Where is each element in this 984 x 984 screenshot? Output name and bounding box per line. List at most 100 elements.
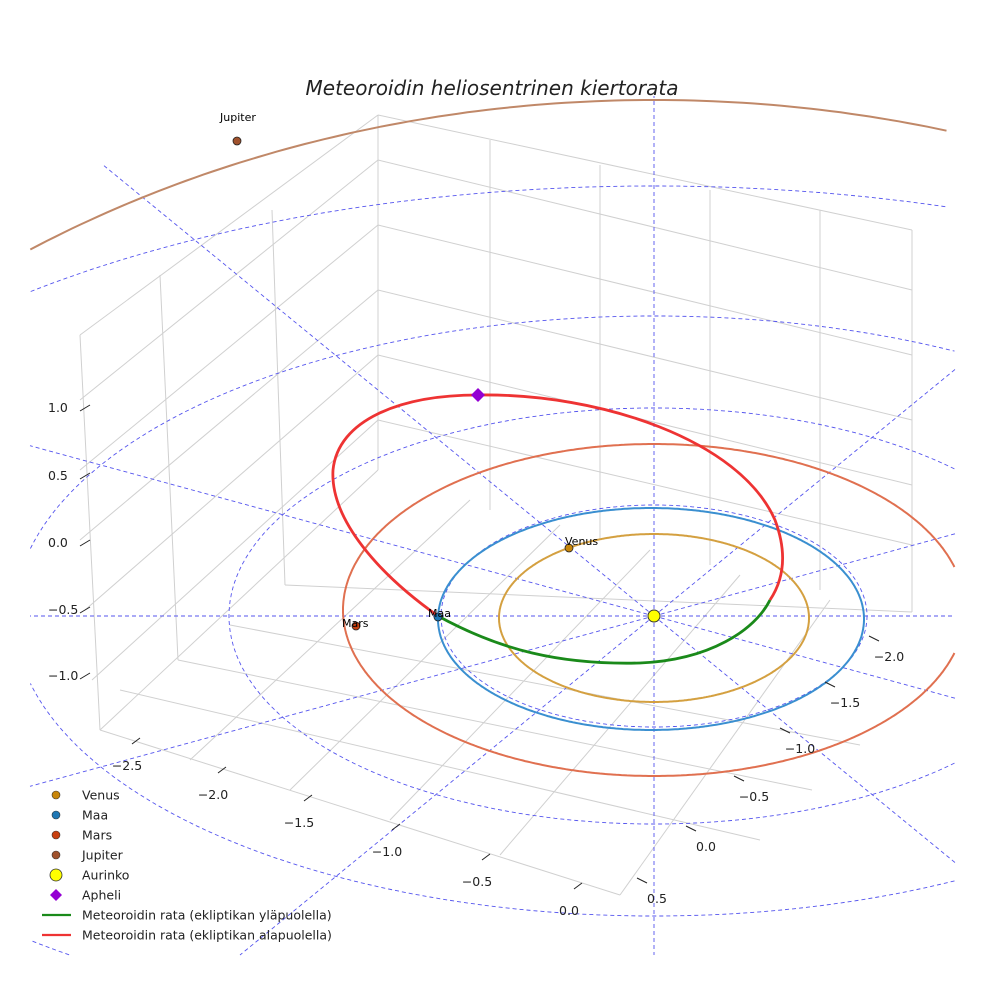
legend-label: Apheli [82,888,121,903]
reference-radial-line [29,615,655,787]
y-tick-mark [868,635,880,642]
y-tick-label: 0.5 [647,891,667,906]
y-tick-label: −1.0 [785,741,815,756]
planet-marker-venus [564,543,574,553]
orbit-jupiter [29,99,947,251]
orbit-mars [342,443,956,777]
grid-line [91,419,379,681]
z-tick-mark [79,404,91,412]
grid-line [377,159,913,291]
axis-ticks: 1.0 0.5 0.0 −0.5 −1.0 −2.5 −2.0 −1.5 −1.0 −0.5 0.0… [48,400,904,918]
z-tick-mark [79,606,91,614]
legend-label: Maa [82,808,108,823]
y-tick-label: −0.5 [739,789,769,804]
y-tick-label: −2.0 [874,649,904,664]
grid-line [619,599,831,896]
x-tick-label: −2.0 [198,787,228,802]
z-tick-mark [79,672,91,680]
orbit-venus [498,533,810,703]
grid-line [99,469,379,731]
x-tick-label: 0.0 [559,903,579,918]
legend-marker [51,790,61,800]
markers: Venus Maa Mars Jupiter [219,111,661,631]
grid-line [377,419,913,546]
sun-marker [647,609,661,623]
trajectory-below-ecliptic [331,393,784,618]
y-tick-mark [779,727,791,734]
grid-line [79,159,379,401]
grid-line [377,224,913,356]
grid-line [189,499,471,761]
grid-line [377,354,913,486]
legend-label: Jupiter [81,848,124,863]
grid-line [79,114,379,336]
legend-label: Venus [82,788,120,803]
planet-label-venus: Venus [565,535,598,548]
reference-radial-line [29,445,655,617]
reference-circle [30,185,948,956]
legend-label: Aurinko [82,868,129,883]
reference-radial-line [653,615,956,699]
x-tick-label: −1.5 [284,815,314,830]
grid-line [284,584,913,613]
reference-radial-line [239,615,655,956]
grid-line [99,729,621,896]
legend-label: Mars [82,828,112,843]
planet-label-maa: Maa [428,607,451,620]
grid-line [79,334,101,731]
planet-label-jupiter: Jupiter [219,111,256,124]
legend-marker [49,868,63,882]
chart-title: Meteoroidin heliosentrinen kiertorata [306,76,679,100]
z-tick-label: −0.5 [48,602,78,617]
z-tick-label: 0.5 [48,468,68,483]
x-tick-mark [391,823,401,831]
grid-line [159,274,179,661]
y-tick-mark [824,681,836,688]
y-tick-mark [636,877,648,884]
x-tick-label: −0.5 [462,874,492,889]
ecliptic-reference-grid [29,96,956,956]
reference-circle [228,407,955,825]
trajectory-above-ecliptic [437,599,772,665]
z-tick-label: 1.0 [48,400,68,415]
x-tick-mark [131,737,141,745]
planet-label-mars: Mars [342,617,369,630]
legend-label: Meteoroidin rata (ekliptikan alapuolella… [82,928,332,943]
x-tick-mark [303,794,313,802]
grid-line [377,289,913,421]
x-tick-mark [573,882,583,890]
x-tick-mark [481,853,491,861]
meteoroid-trajectory [331,393,784,665]
grid-line [79,289,379,541]
z-tick-label: −1.0 [48,668,78,683]
z-tick-mark [79,472,91,480]
planet-marker-mars [351,621,361,631]
legend-marker [51,850,61,860]
reference-circle [30,315,955,917]
legend-marker [51,830,61,840]
planet-marker-jupiter [232,136,242,146]
grid-line [119,689,761,841]
reference-radial-line [653,533,956,617]
y-tick-mark [685,825,697,832]
reference-radial-line [653,615,956,863]
z-tick-label: 0.0 [48,535,68,550]
grid-line [289,524,561,791]
y-tick-label: −1.5 [830,695,860,710]
aphelion-marker [471,388,485,402]
grid-line [84,354,379,611]
axes-panes [79,114,913,896]
x-tick-label: −1.0 [372,844,402,859]
y-tick-mark [733,775,745,782]
grid-line [377,114,913,231]
grid-line [229,624,861,746]
grid-line [499,574,741,856]
y-tick-label: 0.0 [696,839,716,854]
legend: Venus Maa Mars Jupiter Aurinko Apheli Meteoroi… [42,788,332,943]
x-tick-label: −2.5 [112,758,142,773]
grid-line [79,224,379,471]
legend-marker [50,889,62,901]
x-tick-mark [217,766,227,774]
reference-radial-line [653,369,956,617]
